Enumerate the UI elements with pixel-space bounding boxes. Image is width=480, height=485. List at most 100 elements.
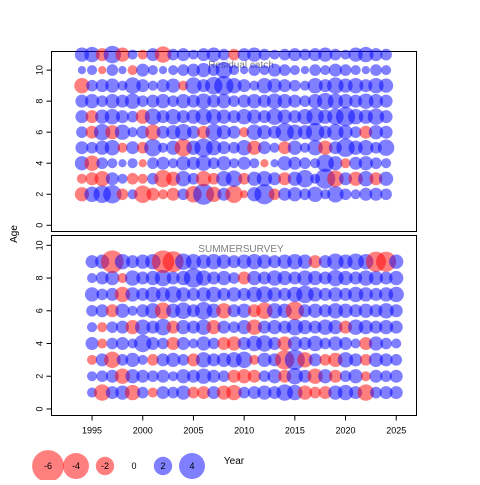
summersurvey-y-tick-label: 2 [35, 374, 45, 379]
summersurvey-bubble [85, 337, 99, 350]
residual-catch-bubble [257, 125, 272, 140]
x-tick-label: 1995 [82, 426, 102, 436]
summersurvey-bubble [136, 271, 150, 285]
summersurvey-bubble [87, 371, 98, 382]
summersurvey-bubble [186, 287, 200, 301]
residual-catch-bubble [116, 188, 129, 201]
residual-catch-bubble [216, 156, 231, 171]
summersurvey-bubble [147, 387, 158, 398]
summersurvey-bubble [125, 352, 140, 367]
residual-catch-bubble [369, 48, 383, 62]
residual-catch-bubble [380, 48, 392, 61]
summersurvey-bubble [389, 320, 403, 334]
residual-catch-bubble [287, 124, 303, 140]
residual-catch-bubble [228, 158, 240, 169]
residual-catch-bubble [287, 187, 302, 202]
residual-catch-bubble [156, 156, 170, 170]
summersurvey-bubble [246, 319, 262, 335]
summersurvey-bubble [166, 352, 181, 367]
summersurvey-bubble [328, 369, 342, 383]
summersurvey-bubble [307, 335, 323, 352]
residual-catch-bubble [177, 64, 190, 76]
residual-catch-bubble [358, 140, 374, 156]
summersurvey-bubble [267, 369, 282, 384]
residual-catch-bubble [216, 125, 231, 140]
residual-catch-bubble [117, 142, 128, 153]
summersurvey-bubble [207, 337, 220, 350]
residual-catch-bubbles [74, 45, 395, 205]
summersurvey-bubble [370, 386, 382, 399]
summersurvey-bubble [358, 287, 373, 302]
residual-catch-bubble [118, 159, 127, 168]
residual-catch-bubble [256, 171, 273, 187]
residual-catch-bubble [228, 65, 240, 76]
summersurvey-bubble [389, 369, 403, 383]
summersurvey-bubble [228, 272, 240, 284]
residual-catch-bubble [147, 157, 159, 170]
summersurvey-bubble [390, 354, 403, 366]
summersurvey-bubble [359, 354, 372, 366]
residual-catch-bubble [195, 155, 212, 171]
residual-catch-bubble [188, 49, 199, 60]
residual-catch-bubble [165, 108, 181, 125]
residual-catch-bubble [328, 156, 343, 171]
residual-catch-bubble [176, 48, 190, 62]
residual-catch-bubble [278, 187, 292, 201]
summersurvey-panel-title: SUMMERSURVEY [198, 244, 284, 255]
residual-catch-bubble [207, 94, 221, 108]
residual-catch-bubble [377, 139, 395, 156]
residual-catch-bubble [305, 122, 325, 142]
residual-catch-y-tick-label: 8 [35, 99, 45, 104]
residual-catch-bubble [278, 172, 292, 186]
residual-catch-bubble [126, 141, 140, 155]
summersurvey-bubble [258, 370, 271, 383]
summersurvey-bubble [286, 318, 304, 336]
summersurvey-bubble [156, 386, 170, 400]
summersurvey-bubble [359, 337, 373, 350]
residual-catch-bubble [127, 49, 138, 60]
summersurvey-bubble [368, 336, 384, 351]
summersurvey-bubble [287, 253, 303, 270]
summersurvey-bubble [238, 386, 250, 399]
residual-catch-bubble [98, 66, 107, 75]
legend-label: -4 [72, 461, 80, 471]
residual-catch-bubble [144, 138, 162, 157]
residual-catch-axes: 0 2 4 6 8 10 [35, 65, 52, 228]
summersurvey-bubble [176, 320, 191, 335]
x-tick-label: 2000 [133, 426, 153, 436]
x-axis-label: Year [224, 456, 245, 467]
summersurvey-bubble [249, 354, 260, 365]
summersurvey-bubble [206, 320, 221, 335]
residual-catch-bubble [288, 156, 302, 170]
summersurvey-bubble [307, 368, 323, 384]
summersurvey-bubble [319, 337, 332, 350]
residual-catch-bubble [144, 108, 162, 125]
residual-catch-bubble [247, 94, 262, 109]
residual-catch-bubble [246, 124, 262, 140]
residual-catch-panel-title: Residual catch [208, 60, 274, 71]
residual-catch-bubble [196, 63, 211, 78]
bubble-size-legend: -6 -4 -2 0 2 4 [32, 450, 205, 482]
summersurvey-y-tick-label: 4 [35, 341, 45, 346]
summersurvey-bubble [114, 368, 131, 384]
summersurvey-bubble [349, 353, 363, 367]
summersurvey-bubble [154, 302, 172, 319]
residual-catch-bubble [278, 64, 291, 76]
summersurvey-bubble [114, 253, 131, 270]
summersurvey-bubble [286, 368, 304, 385]
residual-catch-bubble [147, 65, 158, 76]
residual-catch-bubble [369, 187, 383, 201]
residual-catch-bubble [358, 46, 374, 63]
residual-catch-bubble [278, 79, 292, 93]
summersurvey-bubble [369, 287, 383, 301]
x-tick-label: 2010 [234, 426, 254, 436]
summersurvey-bubble [296, 285, 314, 304]
legend-label: -6 [44, 461, 52, 471]
residual-catch-bubble [361, 66, 370, 75]
summersurvey-bubble [125, 369, 140, 384]
summersurvey-bubble [135, 319, 151, 335]
residual-catch-bubble [176, 94, 191, 109]
residual-catch-bubble [227, 125, 241, 139]
summersurvey-bubble [379, 271, 393, 285]
